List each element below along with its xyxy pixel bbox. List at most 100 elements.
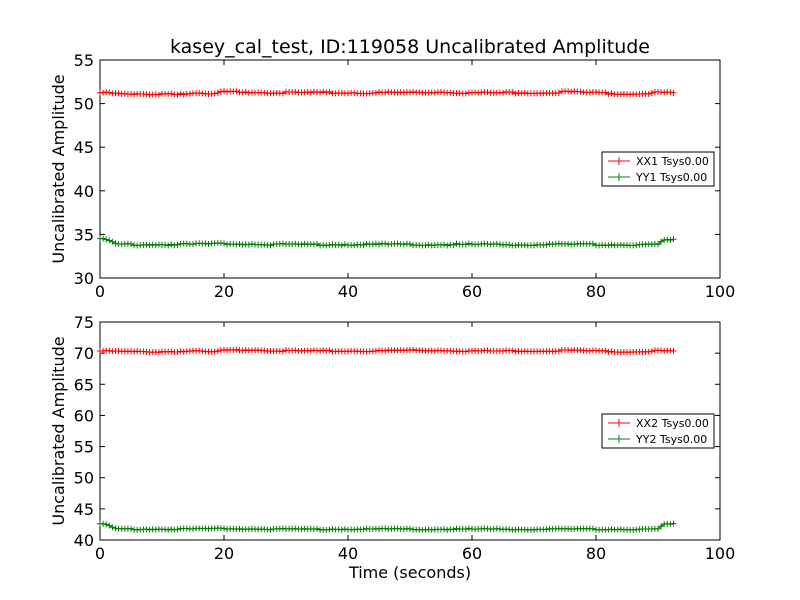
data-point-marker	[233, 346, 240, 353]
data-point-marker	[509, 347, 516, 354]
data-point-marker	[407, 89, 413, 96]
data-point-marker	[131, 91, 138, 98]
data-point-marker	[242, 89, 249, 96]
data-point-marker	[338, 242, 345, 249]
legend-marker	[616, 173, 622, 181]
y-tick-label: 70	[74, 344, 94, 363]
data-point-marker	[608, 348, 615, 355]
data-point-marker	[577, 88, 584, 95]
data-point-marker	[301, 240, 308, 247]
data-point-marker	[372, 348, 379, 355]
y-tick-label: 45	[74, 500, 94, 519]
data-point-marker	[211, 90, 218, 97]
data-point-marker	[106, 522, 113, 529]
data-point-marker	[521, 89, 528, 96]
data-point-marker	[335, 241, 342, 248]
data-point-marker	[155, 349, 162, 356]
x-tick-label: 0	[95, 282, 105, 301]
data-point-marker	[128, 241, 134, 248]
data-point-marker	[648, 90, 655, 97]
y-tick-label: 50	[74, 95, 94, 114]
data-point-marker	[103, 521, 110, 528]
data-point-marker	[326, 242, 333, 249]
x-tick-label: 80	[586, 544, 606, 563]
data-point-marker	[462, 348, 469, 355]
legend-label: XX2 Tsys0.00	[636, 417, 709, 430]
data-point-marker	[143, 241, 150, 248]
data-point-marker	[304, 89, 311, 96]
data-point-marker	[462, 90, 469, 97]
data-point-marker	[351, 89, 358, 96]
y-tick-label: 55	[74, 438, 94, 457]
data-point-marker	[186, 90, 193, 97]
data-point-marker	[236, 525, 243, 532]
legend-marker	[616, 435, 622, 443]
data-point-marker	[586, 89, 593, 96]
data-point-marker	[450, 526, 457, 533]
bottom-panel: 0 20 40 60 80 100 40 45 50 55 60 65 70 75 Uncalibrated…	[49, 313, 735, 563]
data-point-marker	[214, 89, 221, 96]
data-point-marker	[317, 89, 324, 96]
data-point-marker	[245, 241, 252, 248]
data-point-marker	[670, 236, 677, 243]
data-point-marker	[171, 242, 178, 249]
data-point-marker	[314, 525, 320, 532]
data-point-marker	[465, 525, 472, 532]
data-point-marker	[168, 241, 175, 248]
data-point-marker	[320, 88, 327, 95]
series-yy2-tsys0-00	[97, 520, 677, 533]
data-point-marker	[109, 238, 116, 245]
data-point-marker	[493, 240, 500, 247]
data-point-marker	[382, 347, 389, 354]
data-point-marker	[605, 91, 612, 98]
data-point-marker	[512, 242, 519, 249]
data-point-marker	[394, 240, 401, 247]
data-point-marker	[155, 91, 162, 98]
legend-marker	[616, 157, 622, 165]
data-point-marker	[512, 90, 519, 97]
data-point-marker	[453, 240, 460, 247]
data-point-marker	[106, 89, 113, 96]
data-point-marker	[667, 89, 674, 96]
data-point-marker	[633, 242, 640, 249]
data-point-marker	[444, 242, 451, 249]
data-point-marker	[128, 525, 134, 532]
x-tick-label: 60	[462, 544, 482, 563]
data-point-marker	[543, 241, 550, 248]
data-point-marker	[174, 91, 181, 98]
data-point-marker	[279, 90, 286, 97]
y-axis-label: Uncalibrated Amplitude	[49, 74, 68, 263]
data-point-marker	[661, 89, 668, 96]
data-point-marker	[555, 89, 562, 96]
data-point-marker	[261, 89, 268, 96]
legend: XX1 Tsys0.00 YY1 Tsys0.00	[601, 151, 715, 187]
data-point-marker	[605, 242, 612, 249]
data-point-marker	[106, 237, 113, 244]
data-point-marker	[351, 242, 358, 249]
data-point-marker	[149, 241, 156, 248]
data-point-marker	[174, 349, 181, 356]
data-point-marker	[506, 241, 513, 248]
data-point-marker	[217, 88, 224, 95]
data-point-marker	[608, 526, 615, 533]
data-point-marker	[298, 241, 305, 248]
data-point-marker	[382, 240, 389, 247]
data-point-marker	[279, 240, 286, 247]
data-point-marker	[307, 89, 314, 96]
data-point-marker	[593, 89, 599, 96]
data-point-marker	[292, 88, 299, 95]
y-tick-label: 65	[74, 375, 94, 394]
data-point-marker	[267, 242, 274, 249]
x-tick-label: 60	[462, 282, 482, 301]
data-point-marker	[307, 347, 314, 354]
data-point-marker	[180, 348, 187, 355]
data-point-marker	[372, 240, 379, 247]
data-point-marker	[453, 525, 460, 532]
data-point-marker	[326, 347, 333, 354]
data-point-marker	[326, 88, 333, 95]
data-point-marker	[372, 89, 379, 96]
data-point-marker	[168, 526, 175, 533]
data-point-marker	[317, 347, 324, 354]
data-point-marker	[221, 88, 227, 95]
data-point-marker	[441, 526, 448, 533]
